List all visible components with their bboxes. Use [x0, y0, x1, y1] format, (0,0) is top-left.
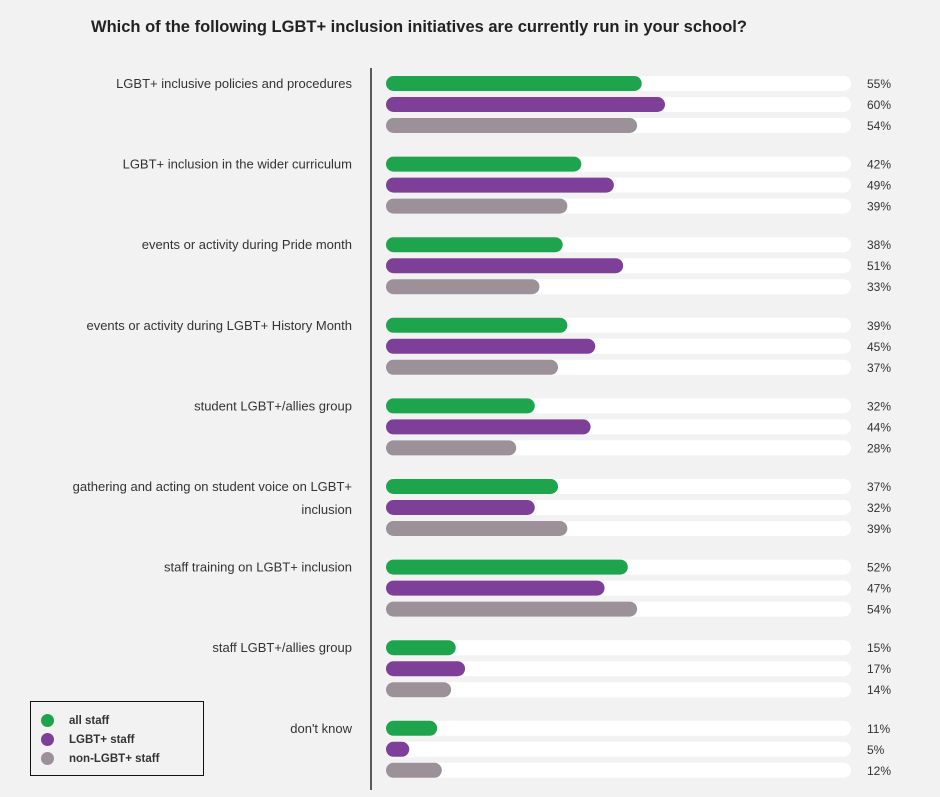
legend-swatch-lgbt-staff [41, 733, 54, 746]
bar-track [386, 720, 851, 736]
category-label-line: inclusion [301, 502, 352, 517]
bar-non-lgbt-staff [386, 682, 452, 698]
data-label: 52% [867, 561, 891, 575]
category-label-line: staff LGBT+/allies group [212, 640, 352, 655]
category-label: staff LGBT+/allies group [212, 640, 352, 655]
legend-swatch-non-lgbt-staff [41, 752, 54, 765]
data-label: 37% [867, 361, 891, 375]
bar-non-lgbt-staff [386, 279, 540, 295]
bar-track [386, 661, 851, 677]
bar-all-staff [386, 559, 628, 575]
data-label: 45% [867, 340, 891, 354]
data-label: 39% [867, 522, 891, 536]
legend-item-all-staff: all staff [41, 711, 203, 730]
data-label: 17% [867, 662, 891, 676]
category-label-line: staff training on LGBT+ inclusion [164, 560, 352, 575]
bar-lgbt-staff [386, 177, 614, 193]
data-label: 42% [867, 158, 891, 172]
category-label: LGBT+ inclusion in the wider curriculum [123, 157, 352, 172]
data-label: 51% [867, 259, 891, 273]
data-label: 39% [867, 319, 891, 333]
legend-item-non-lgbt-staff: non-LGBT+ staff [41, 749, 203, 768]
bar-all-staff [386, 237, 563, 253]
category-label: LGBT+ inclusive policies and procedures [116, 76, 352, 91]
data-label: 12% [867, 764, 891, 778]
bar-non-lgbt-staff [386, 359, 559, 375]
chart-legend: all staff LGBT+ staff non-LGBT+ staff [30, 701, 204, 776]
bar-all-staff [386, 317, 568, 333]
data-label: 33% [867, 280, 891, 294]
data-label: 28% [867, 441, 891, 455]
bar-non-lgbt-staff [386, 762, 442, 778]
bar-all-staff [386, 76, 642, 91]
data-label: 47% [867, 582, 891, 596]
bar-lgbt-staff [386, 419, 591, 435]
category-label: events or activity during Pride month [142, 237, 352, 252]
bar-all-staff [386, 398, 535, 414]
bar-non-lgbt-staff [386, 198, 568, 214]
category-label-line: events or activity during Pride month [142, 237, 352, 252]
chart-title: Which of the following LGBT+ inclusion i… [91, 18, 747, 36]
data-label: 39% [867, 200, 891, 214]
legend-label-all-staff: all staff [69, 714, 110, 727]
bar-lgbt-staff [386, 741, 410, 757]
category-label-line: don't know [290, 721, 352, 736]
bar-non-lgbt-staff [386, 118, 638, 133]
category-label-line: gathering and acting on student voice on… [73, 479, 352, 494]
legend-label-lgbt-staff: LGBT+ staff [69, 733, 135, 746]
bar-non-lgbt-staff [386, 440, 517, 456]
legend-swatch-all-staff [41, 714, 54, 727]
data-label: 32% [867, 501, 891, 515]
bar-all-staff [386, 479, 559, 494]
data-label: 32% [867, 399, 891, 413]
bar-non-lgbt-staff [386, 601, 638, 617]
legend-label-non-lgbt-staff: non-LGBT+ staff [69, 752, 160, 765]
data-label: 54% [867, 119, 891, 133]
category-label: staff training on LGBT+ inclusion [164, 560, 352, 575]
category-label-line: LGBT+ inclusion in the wider curriculum [123, 157, 352, 172]
data-label: 15% [867, 641, 891, 655]
data-label: 60% [867, 98, 891, 112]
bar-all-staff [386, 640, 456, 656]
category-label-line: LGBT+ inclusive policies and procedures [116, 76, 352, 91]
bar-non-lgbt-staff [386, 521, 568, 536]
category-label-line: events or activity during LGBT+ History … [86, 318, 352, 333]
category-label: don't know [290, 721, 352, 736]
bar-all-staff [386, 156, 582, 172]
bar-lgbt-staff [386, 258, 624, 274]
data-label: 44% [867, 420, 891, 434]
data-label: 49% [867, 179, 891, 193]
data-label: 37% [867, 480, 891, 494]
bar-lgbt-staff [386, 97, 665, 112]
legend-item-lgbt-staff: LGBT+ staff [41, 730, 203, 749]
bar-track [386, 640, 851, 656]
category-label: student LGBT+/allies group [194, 398, 352, 413]
category-label: events or activity during LGBT+ History … [86, 318, 352, 333]
data-label: 5% [867, 743, 885, 757]
bar-all-staff [386, 720, 438, 736]
bar-track [386, 682, 851, 698]
data-label: 55% [867, 77, 891, 91]
data-label: 54% [867, 603, 891, 617]
category-label-line: student LGBT+/allies group [194, 398, 352, 413]
category-label: gathering and acting on student voice on… [73, 479, 352, 517]
data-label: 14% [867, 683, 891, 697]
bar-track [386, 762, 851, 778]
bar-lgbt-staff [386, 338, 596, 354]
bar-track [386, 741, 851, 757]
bar-lgbt-staff [386, 500, 535, 515]
bar-lgbt-staff [386, 661, 466, 677]
data-label: 38% [867, 238, 891, 252]
bar-lgbt-staff [386, 580, 605, 596]
data-label: 11% [867, 722, 890, 736]
